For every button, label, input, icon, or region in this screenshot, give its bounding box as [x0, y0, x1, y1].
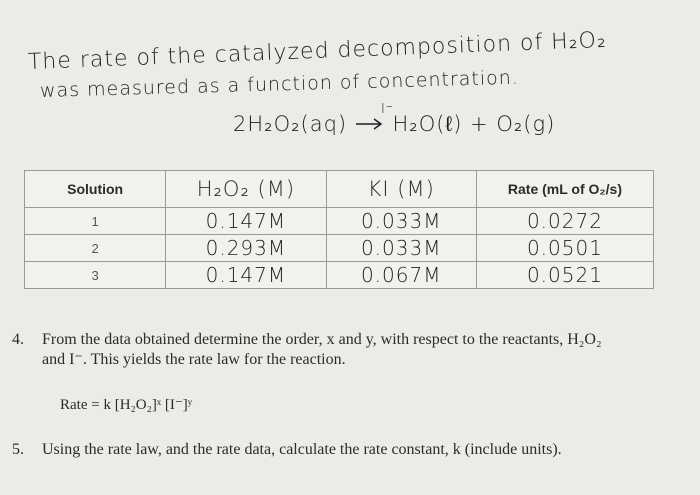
rate-value: 0.0272: [475, 207, 655, 235]
handwritten-reaction-equation: 2H₂O₂(aq) I⁻ H₂O(ℓ) + O₂(g): [233, 102, 556, 137]
header-ki: KI (M): [325, 170, 477, 208]
equation-products: H₂O(ℓ) + O₂(g): [392, 112, 556, 136]
rate-data-table: Solution H₂O₂ (M) KI (M) Rate (mL of O₂/…: [23, 170, 655, 289]
table-header-row: Solution H₂O₂ (M) KI (M) Rate (mL of O₂/…: [23, 170, 655, 208]
question-5-text: Using the rate law, and the rate data, c…: [42, 441, 562, 458]
equation-catalyst: I⁻: [381, 102, 394, 117]
ki-concentration: 0.067M: [325, 261, 477, 289]
table-row: 3 0.147M 0.067M 0.0521: [23, 261, 655, 289]
question-5: 5. Using the rate law, and the rate data,…: [12, 440, 562, 460]
solution-number: 1: [23, 207, 167, 235]
h2o2-concentration: 0.293M: [165, 234, 327, 262]
rate-law-expression: Rate = k [H₂O₂]ˣ [I⁻]ʸ: [60, 397, 193, 413]
header-h2o2: H₂O₂ (M): [165, 170, 327, 208]
question-4-number: 4.: [12, 331, 24, 348]
ki-concentration: 0.033M: [325, 234, 477, 262]
handwritten-intro-line-1: The rate of the catalyzed decomposition …: [27, 27, 608, 75]
question-4: 4. From the data obtained determine the o…: [12, 330, 692, 370]
question-4-line-2: and I⁻. This yields the rate law for the…: [42, 351, 346, 368]
equation-reactants: 2H₂O₂(aq): [233, 112, 348, 136]
handwritten-intro-line-2: was measured as a function of concentrat…: [39, 66, 520, 102]
h2o2-concentration: 0.147M: [165, 261, 327, 289]
reaction-arrow-icon: [355, 112, 385, 136]
question-4-line-1: From the data obtained determine the ord…: [42, 331, 602, 348]
rate-value: 0.0521: [475, 261, 655, 289]
rate-value: 0.0501: [475, 234, 655, 262]
table-row: 2 0.293M 0.033M 0.0501: [23, 234, 655, 262]
solution-number: 2: [23, 234, 167, 262]
question-5-number: 5.: [12, 441, 24, 458]
ki-concentration: 0.033M: [325, 207, 477, 235]
header-solution: Solution: [23, 170, 167, 208]
h2o2-concentration: 0.147M: [165, 207, 327, 235]
header-rate: Rate (mL of O₂/s): [475, 170, 655, 208]
table-row: 1 0.147M 0.033M 0.0272: [23, 207, 655, 235]
solution-number: 3: [23, 261, 167, 289]
